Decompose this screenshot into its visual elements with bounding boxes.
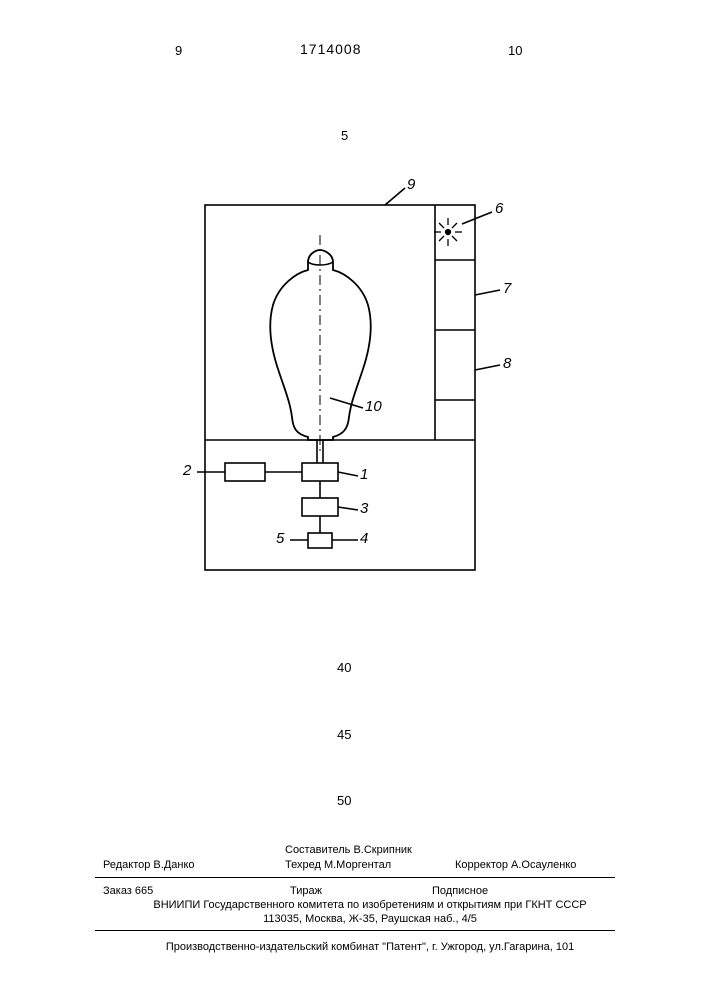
- address-text: 113035, Москва, Ж-35, Раушская наб., 4/5: [130, 912, 610, 927]
- line-number-50: 50: [337, 793, 351, 808]
- callout-7: 7: [503, 280, 511, 297]
- composer-label: Составитель: [285, 844, 350, 856]
- divider-1: [95, 877, 615, 878]
- prod-text: Производственно-издательский комбинат "П…: [130, 940, 610, 955]
- techred-name: М.Моргентал: [324, 859, 391, 871]
- editor-name: В.Данко: [153, 859, 194, 871]
- editor-label: Редактор: [103, 859, 150, 871]
- corrector-line: Корректор А.Осауленко: [455, 858, 576, 873]
- corrector-label: Корректор: [455, 859, 508, 871]
- callout-1: 1: [360, 466, 368, 483]
- callout-6: 6: [495, 200, 503, 217]
- tirazh-text: Тираж: [290, 884, 322, 899]
- line-number-45: 45: [337, 727, 351, 742]
- callout-4: 4: [360, 530, 368, 547]
- callout-10: 10: [365, 398, 382, 415]
- corrector-name: А.Осауленко: [511, 859, 576, 871]
- org-text: ВНИИПИ Государственного комитета по изоб…: [130, 898, 610, 913]
- patent-diagram: [0, 0, 707, 625]
- techred-line: Техред М.Моргентал: [285, 858, 391, 873]
- techred-label: Техред: [285, 859, 321, 871]
- callout-3: 3: [360, 500, 368, 517]
- editor-line: Редактор В.Данко: [103, 858, 195, 873]
- callout-2: 2: [183, 462, 191, 479]
- composer-line: Составитель В.Скрипник: [285, 843, 412, 858]
- callout-8: 8: [503, 355, 511, 372]
- callout-9: 9: [407, 176, 415, 193]
- line-number-40: 40: [337, 660, 351, 675]
- divider-2: [95, 930, 615, 931]
- callout-5: 5: [276, 530, 284, 547]
- order-text: Заказ 665: [103, 884, 153, 899]
- podpisnoe-text: Подписное: [432, 884, 488, 899]
- composer-name: В.Скрипник: [353, 844, 411, 856]
